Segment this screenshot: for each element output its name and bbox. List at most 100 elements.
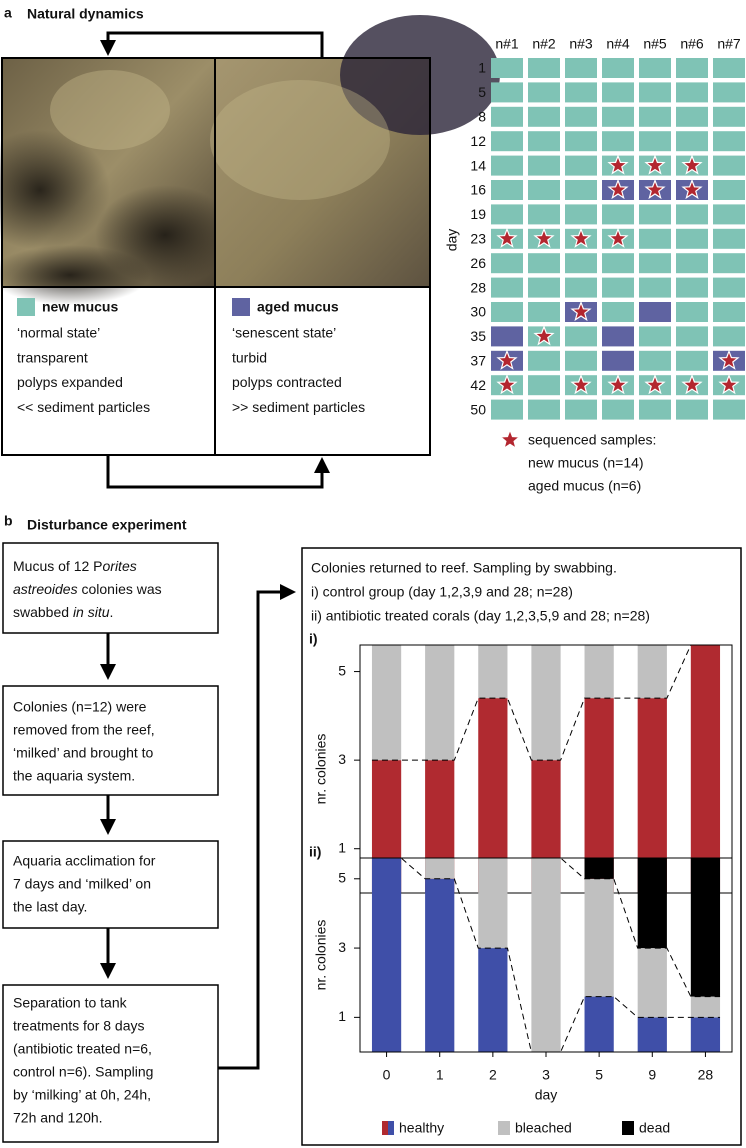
y-axis-label: nr. colonies [313, 734, 329, 805]
row-label: 1 [478, 60, 486, 76]
bar-segment [531, 858, 561, 1052]
bar-segment [637, 1017, 667, 1052]
step-line: the last day. [13, 899, 87, 915]
panel-title: Natural dynamics [27, 6, 144, 22]
bar-segment [690, 996, 721, 1018]
y-tick-label: 5 [338, 869, 346, 885]
bar-segment [637, 645, 667, 699]
sequenced-star [607, 227, 629, 248]
sequenced-star [496, 374, 518, 395]
sequenced-star [644, 374, 666, 395]
row-label: 28 [470, 279, 486, 295]
bar-segment [371, 858, 402, 1052]
panel-label: a [4, 5, 12, 21]
chart-label: ii) [309, 844, 321, 860]
step-line: treatments for 8 days [13, 1018, 145, 1034]
grid-cell [565, 253, 597, 274]
bar-segment [637, 948, 667, 1018]
column-label: n#6 [680, 36, 704, 52]
sequenced-star [607, 178, 629, 200]
bar-segment [584, 996, 614, 1052]
grid-cell [676, 58, 708, 78]
step-line: Mucus of 12 Porites [13, 558, 137, 574]
bar-segment [637, 858, 667, 949]
grid-cell [713, 228, 745, 249]
y-tick-label: 5 [338, 662, 346, 678]
sequenced-star [644, 154, 666, 175]
swatch [17, 298, 35, 316]
bar-segment [371, 645, 402, 761]
grid-cell [639, 58, 671, 78]
legend-text: new mucus (n=14) [528, 455, 644, 471]
text-run: in situ [73, 604, 110, 620]
row-label: 50 [470, 401, 486, 417]
sequenced-star [681, 178, 703, 200]
box-line: polyps expanded [17, 374, 123, 390]
grid-cell [639, 350, 671, 371]
y-tick-label: 3 [338, 939, 346, 955]
grid-cell [713, 302, 745, 322]
grid-cell [565, 58, 597, 78]
chart-label: i) [309, 631, 318, 647]
grid-cell [602, 204, 634, 225]
x-tick-label: 1 [436, 1067, 444, 1083]
column-label: n#1 [495, 36, 519, 52]
grid-cell [713, 58, 745, 78]
step-line: Separation to tank [13, 995, 128, 1011]
column-label: n#4 [606, 36, 630, 52]
grid-cell [713, 253, 745, 274]
grid-cell [565, 131, 597, 152]
grid-cell [713, 326, 745, 347]
grid-cell [565, 180, 597, 200]
grid-cell [713, 155, 745, 176]
grid-cell [676, 302, 708, 322]
bar-segment [584, 645, 614, 699]
grid-cell [713, 82, 745, 103]
sequenced-star [496, 349, 518, 370]
text-run: colonies was [78, 581, 162, 597]
result-line: i) control group (day 1,2,3,9 and 28; n=… [311, 584, 573, 600]
grid-cell [602, 58, 634, 78]
x-tick-label: 28 [698, 1067, 714, 1083]
y-axis-label: nr. colonies [313, 920, 329, 991]
grid-cell [676, 106, 708, 127]
box-line: transparent [17, 349, 88, 365]
row-label: 23 [470, 231, 486, 247]
text-run: swabbed [13, 604, 73, 620]
text-run: orites [103, 558, 137, 574]
grid-cell [676, 204, 708, 225]
sequenced-star [718, 349, 740, 370]
grid-cell [639, 82, 671, 103]
box-line: polyps contracted [232, 374, 342, 390]
grid-cell [602, 277, 634, 298]
grid-cell [491, 277, 523, 298]
y-tick-label: 1 [338, 839, 346, 855]
grid-cell [713, 180, 745, 200]
row-label: 19 [470, 206, 486, 222]
step-line: Aquaria acclimation for [13, 853, 156, 869]
grid-cell [491, 180, 523, 200]
grid-cell [602, 350, 634, 371]
bar-segment [690, 645, 721, 893]
step-line: control n=6). Sampling [13, 1064, 153, 1080]
sequenced-star [718, 374, 740, 395]
bar-segment [425, 645, 455, 761]
text-run: . [110, 604, 114, 620]
step-line: removed from the reef, [13, 722, 155, 738]
x-tick-label: 5 [595, 1067, 603, 1083]
text-run: Mucus of 12 P [13, 558, 103, 574]
grid-cell [602, 106, 634, 127]
grid-cell [713, 277, 745, 298]
box-heading: aged mucus [257, 299, 339, 315]
sequenced-star [681, 374, 703, 395]
legend-swatch [498, 1121, 510, 1135]
bar-segment [425, 858, 455, 879]
grid-cell [565, 326, 597, 347]
grid-cell [676, 131, 708, 152]
grid-cell [491, 82, 523, 103]
sequenced-star [681, 154, 703, 175]
x-tick-label: 3 [542, 1067, 550, 1083]
flow-arrows [100, 584, 296, 1070]
legend-swatch [622, 1121, 634, 1135]
